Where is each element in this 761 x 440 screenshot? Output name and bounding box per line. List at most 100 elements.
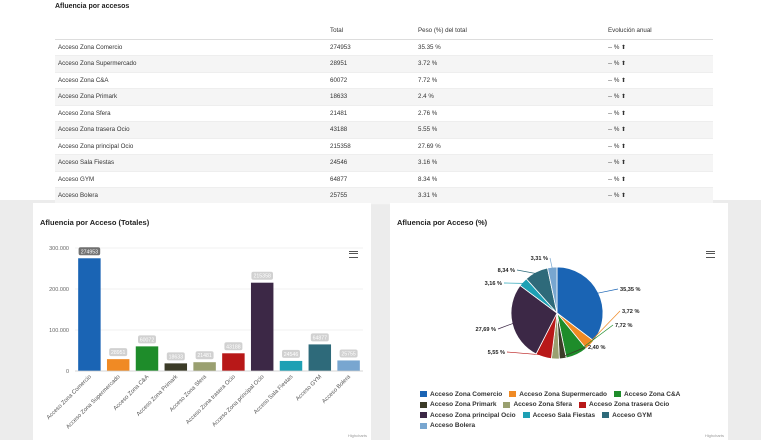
table-row: Acceso Zona Primark 18633 2.4 % -- % ⬆ xyxy=(55,88,713,106)
table-row: Acceso Zona Sfera 21481 2.76 % -- % ⬆ xyxy=(55,105,713,122)
row-evolucion: -- % ⬆ xyxy=(605,138,713,155)
pie-connector xyxy=(553,347,556,358)
pie-connector xyxy=(562,346,587,357)
legend-item[interactable]: Acceso Sala Fiestas xyxy=(522,411,596,419)
legend-label: Acceso Zona principal Ocio xyxy=(430,411,516,419)
row-name: Acceso Zona C&A xyxy=(55,72,327,89)
legend-swatch xyxy=(503,401,511,408)
row-total: 25755 xyxy=(327,187,415,205)
bar-data-label-bg xyxy=(138,335,156,344)
chart-credits[interactable]: Highcharts xyxy=(704,433,724,438)
row-total: 18633 xyxy=(327,88,415,106)
legend-row: Acceso Zona principal Ocio Acceso Sala Fi… xyxy=(420,410,720,421)
legend-swatch xyxy=(509,391,517,398)
legend-label: Acceso Zona Primark xyxy=(430,401,497,409)
table-row: Acceso GYM 64877 8.34 % -- % ⬆ xyxy=(55,171,713,188)
row-peso: 27.69 % xyxy=(415,138,605,155)
row-total: 60072 xyxy=(327,72,415,89)
legend-row: Acceso Bolera xyxy=(420,421,720,432)
pie-data-label: 7,72 % xyxy=(615,323,632,329)
row-evolucion: -- % ⬆ xyxy=(605,187,713,205)
bar[interactable] xyxy=(78,258,101,371)
pie-connector xyxy=(596,288,619,294)
row-evolucion: -- % ⬆ xyxy=(605,105,713,122)
legend-item[interactable]: Acceso Zona Comercio xyxy=(420,391,502,398)
row-evolucion: -- % ⬆ xyxy=(605,39,713,56)
legend-row: Acceso Zona Primark Acceso Zona Sfera Acce… xyxy=(420,400,720,411)
legend-item[interactable]: Acceso Bolera xyxy=(420,422,475,429)
pie-data-label: 35,35 % xyxy=(620,287,641,293)
hamburger-menu-icon[interactable] xyxy=(706,251,715,258)
row-name: Acceso Sala Fiestas xyxy=(55,154,327,172)
row-peso: 3.16 % xyxy=(415,154,605,172)
accesses-table: Total Peso (%) del total Evolución anual… xyxy=(55,22,713,205)
legend-item[interactable]: Acceso Zona trasera Ocio xyxy=(579,401,669,408)
legend-item[interactable]: Acceso Zona principal Ocio xyxy=(420,412,516,419)
row-evolucion: -- % ⬆ xyxy=(605,121,713,139)
bar-data-label: 60072 xyxy=(140,337,155,343)
row-name: Acceso Zona Sfera xyxy=(55,105,327,122)
chart-credits[interactable]: Highcharts xyxy=(347,433,367,438)
legend-item[interactable]: Acceso Zona C&A xyxy=(614,391,680,398)
legend-item[interactable]: Acceso Zona Primark xyxy=(420,401,496,408)
pie-data-label: 3,72 % xyxy=(622,309,639,315)
pie-slice[interactable] xyxy=(556,266,604,342)
bar[interactable] xyxy=(279,360,303,371)
legend-item[interactable]: Acceso GYM xyxy=(602,412,652,419)
x-category-label: Acceso Zona trasera Ocio xyxy=(185,374,237,426)
row-total: 28951 xyxy=(327,55,415,73)
row-evolucion: -- % ⬆ xyxy=(605,171,713,188)
row-peso: 2.4 % xyxy=(415,88,605,106)
bar-data-label: 64877 xyxy=(313,335,328,341)
row-total: 21481 xyxy=(327,105,415,122)
row-name: Acceso GYM xyxy=(55,171,327,188)
bar-data-label-bg xyxy=(166,352,185,361)
pie-data-label: 3,16 % xyxy=(485,281,502,287)
row-peso: 35.35 % xyxy=(415,39,605,56)
bar-data-label-bg xyxy=(310,333,329,342)
pie-connector xyxy=(549,257,553,270)
bar-data-label-bg xyxy=(109,348,128,357)
x-category-label: Acceso Zona principal Ocio xyxy=(211,374,265,428)
bar[interactable] xyxy=(106,359,130,371)
x-category-label: Acceso GYM xyxy=(295,374,323,402)
legend-item[interactable]: Acceso Zona Supermercado xyxy=(509,391,607,398)
row-total: 64877 xyxy=(327,171,415,188)
pie-connector xyxy=(506,351,545,356)
table-row: Acceso Zona trasera Ocio 43188 5.55 % -- % … xyxy=(55,121,713,139)
row-peso: 3.72 % xyxy=(415,55,605,73)
bar-data-label: 18633 xyxy=(169,354,184,360)
bar[interactable] xyxy=(164,363,188,371)
bar[interactable] xyxy=(250,282,274,371)
row-evolucion: -- % ⬆ xyxy=(605,55,713,73)
legend-swatch xyxy=(614,391,622,398)
bar-data-label-bg xyxy=(224,342,243,351)
pie-data-label: 27,69 % xyxy=(475,327,496,333)
bar-chart-title: Afluencia por Acceso (Totales) xyxy=(40,218,150,227)
pie-connector xyxy=(497,322,515,330)
bar[interactable] xyxy=(222,353,245,371)
bar-data-label-bg xyxy=(339,349,358,358)
legend-label: Acceso Sala Fiestas xyxy=(532,411,596,419)
bar-data-label-bg xyxy=(195,351,214,360)
bar[interactable] xyxy=(193,362,216,371)
row-name: Acceso Zona Supermercado xyxy=(55,55,327,73)
legend-swatch xyxy=(420,412,427,419)
legend-swatch xyxy=(522,412,530,419)
row-peso: 7.72 % xyxy=(415,72,605,89)
pie-data-label: 2,40 % xyxy=(588,345,605,351)
hamburger-menu-icon[interactable] xyxy=(349,251,358,258)
pie-chart-panel: Afluencia por Acceso (%) 35,35 % 3,72 % 7,… xyxy=(390,203,728,440)
legend-label: Acceso GYM xyxy=(612,411,652,419)
row-peso: 3.31 % xyxy=(415,187,605,205)
col-header-total: Total xyxy=(327,22,415,40)
bar[interactable] xyxy=(308,344,332,371)
legend-swatch xyxy=(420,391,427,398)
bar[interactable] xyxy=(337,360,360,371)
table-row: Acceso Bolera 25755 3.31 % -- % ⬆ xyxy=(55,187,713,205)
x-category-label: Acceso Zona Supermercado xyxy=(65,374,121,430)
legend-swatch xyxy=(579,401,587,408)
bar-data-label: 28951 xyxy=(111,350,126,356)
bar[interactable] xyxy=(135,346,159,371)
legend-item[interactable]: Acceso Zona Sfera xyxy=(503,401,572,408)
